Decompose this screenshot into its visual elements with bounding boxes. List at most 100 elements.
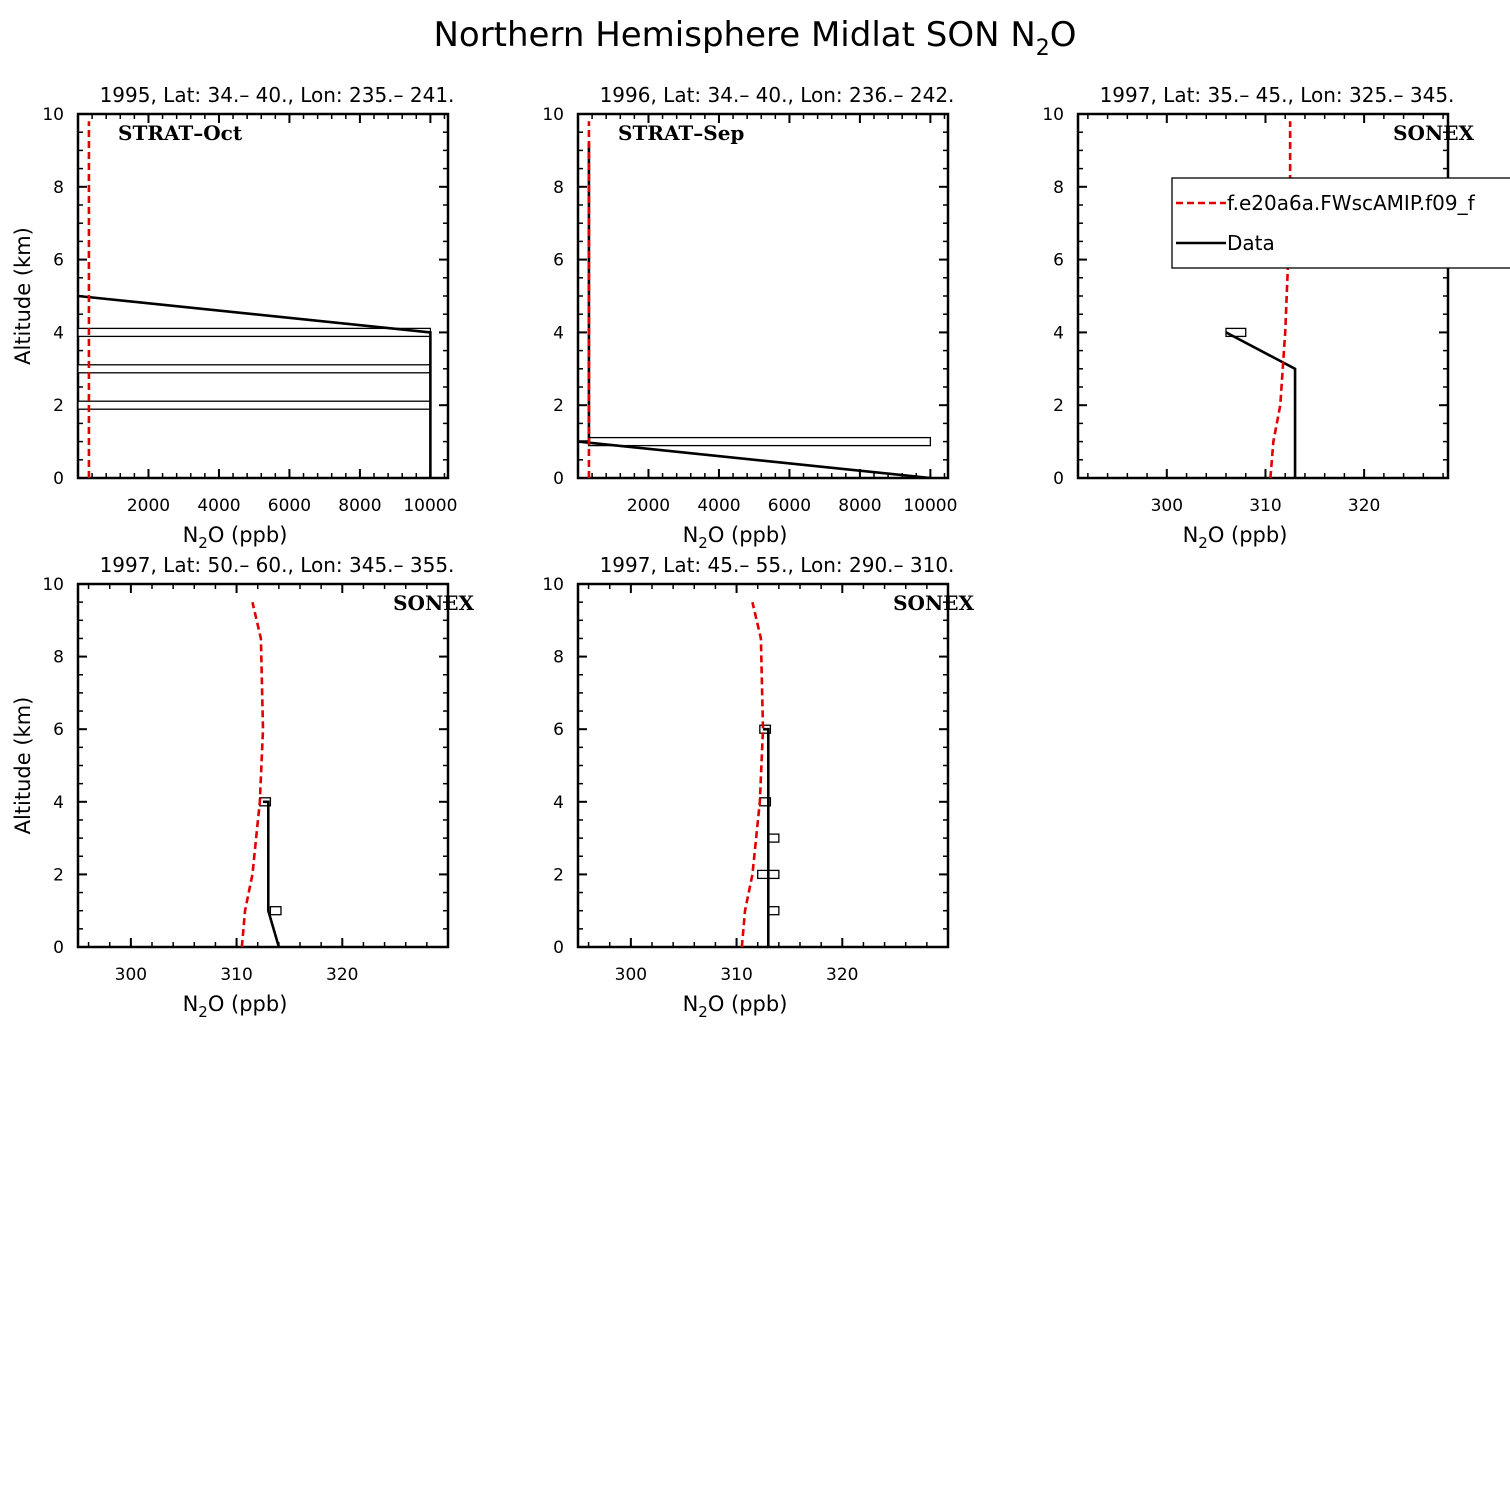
legend: f.e20a6a.FWscAMIP.f09_f Data (1171, 177, 1510, 269)
figure-title-subscript: 2 (1036, 36, 1050, 61)
x-tick-label: 310 (720, 965, 752, 985)
y-tick-label: 0 (553, 938, 564, 958)
y-tick-label: 8 (553, 648, 564, 668)
panel-annotation: STRAT–Oct (118, 121, 243, 145)
panel-title: 1997, Lat: 45.– 55., Lon: 290.– 310. (600, 553, 955, 577)
y-tick-label: 8 (53, 178, 64, 198)
panel-annotation: SONEX (1393, 121, 1474, 145)
figure-title-main: Northern Hemisphere Midlat SON N (433, 15, 1035, 55)
y-axis-label: Altitude (km) (11, 227, 35, 365)
x-tick-label: 10000 (403, 496, 457, 516)
x-axis-label-part: O (ppb) (1208, 523, 1288, 547)
x-tick-label: 8000 (838, 496, 881, 516)
data-box (767, 833, 780, 843)
panel-annotation: SONEX (393, 591, 474, 615)
x-axis-label-subscript: 2 (198, 1003, 208, 1021)
panel-annotation: STRAT–Sep (618, 121, 744, 145)
data-box (78, 400, 432, 410)
x-tick-label: 10000 (903, 496, 957, 516)
data-box (587, 436, 932, 447)
y-tick-label: 10 (42, 575, 64, 595)
y-tick-label: 2 (53, 865, 64, 885)
y-tick-label: 0 (1053, 469, 1064, 489)
x-axis-label-part: N (683, 992, 699, 1016)
y-axis-label: Altitude (km) (11, 697, 35, 835)
x-axis-label-part: N (183, 992, 199, 1016)
panel-5: 0 2 4 6 8 10 300 310 320 1997, Lat: 45.– 55., Lon… (542, 553, 974, 1021)
x-axis-label-part: N (1183, 523, 1199, 547)
data-box (269, 906, 282, 916)
data-line (78, 294, 432, 478)
x-axis-label-part: O (ppb) (708, 992, 788, 1016)
x-tick-label: 310 (1249, 496, 1281, 516)
y-tick-label: 6 (553, 720, 564, 740)
x-tick-label: 6000 (768, 496, 811, 516)
y-tick-label: 4 (553, 323, 564, 343)
x-axis-label: N2O (ppb) (1183, 523, 1288, 552)
plot-area (740, 601, 780, 947)
data-box (78, 327, 432, 338)
x-tick-label: 2000 (627, 496, 670, 516)
figure-title-tail: O (1050, 15, 1077, 55)
x-axis-label-part: O (ppb) (208, 523, 288, 547)
plot-area (240, 601, 282, 947)
plot-area (78, 121, 432, 478)
panel-1: 0 2 4 6 8 10 2000 4000 6000 8000 10000 1995, Lat: 3… (11, 83, 457, 552)
y-tick-label: 4 (553, 793, 564, 813)
data-box (767, 906, 780, 916)
y-tick-label: 2 (553, 396, 564, 416)
y-tick-label: 8 (553, 178, 564, 198)
x-axis-label-part: N (683, 523, 699, 547)
x-tick-label: 320 (326, 965, 358, 985)
x-tick-label: 300 (615, 965, 647, 985)
data-line (763, 727, 770, 947)
y-tick-label: 10 (1042, 105, 1064, 125)
model-line (240, 601, 265, 947)
data-line (1225, 331, 1297, 478)
y-tick-label: 2 (553, 865, 564, 885)
x-tick-label: 300 (1151, 496, 1183, 516)
panel-3: 0 2 4 6 8 10 300 310 320 1997, Lat: 35.– 45., Lon… (1042, 83, 1510, 552)
x-tick-label: 320 (826, 965, 858, 985)
legend-data-label: Data (1227, 231, 1275, 255)
panel-title: 1996, Lat: 34.– 40., Lon: 236.– 242. (600, 83, 955, 107)
y-tick-label: 6 (1053, 251, 1064, 271)
legend-box (1171, 177, 1510, 269)
y-tick-label: 6 (553, 251, 564, 271)
x-axis-label-subscript: 2 (1198, 534, 1208, 552)
x-axis-label: N2O (ppb) (683, 992, 788, 1021)
figure-title: Northern Hemisphere Midlat SON N2O (433, 15, 1076, 61)
x-tick-label: 2000 (127, 496, 170, 516)
panel-title: 1997, Lat: 35.– 45., Lon: 325.– 345. (1100, 83, 1455, 107)
y-tick-label: 8 (1053, 178, 1064, 198)
x-axis-label: N2O (ppb) (183, 523, 288, 552)
x-axis-label-subscript: 2 (698, 1003, 708, 1021)
y-tick-label: 2 (1053, 396, 1064, 416)
x-tick-label: 310 (220, 965, 252, 985)
x-axis-label: N2O (ppb) (683, 523, 788, 552)
x-axis-label-subscript: 2 (198, 534, 208, 552)
data-box (78, 364, 432, 374)
y-tick-label: 4 (1053, 323, 1064, 343)
y-tick-label: 10 (42, 105, 64, 125)
y-tick-label: 6 (53, 251, 64, 271)
x-tick-label: 4000 (697, 496, 740, 516)
y-tick-label: 0 (53, 469, 64, 489)
panel-title: 1995, Lat: 34.– 40., Lon: 235.– 241. (100, 83, 455, 107)
x-axis-label-part: O (ppb) (208, 992, 288, 1016)
legend-model-label: f.e20a6a.FWscAMIP.f09_f (1227, 191, 1476, 215)
y-tick-label: 0 (553, 469, 564, 489)
x-tick-label: 8000 (338, 496, 381, 516)
panel-title: 1997, Lat: 50.– 60., Lon: 345.– 355. (100, 553, 455, 577)
y-tick-label: 2 (53, 396, 64, 416)
x-axis-label-subscript: 2 (698, 534, 708, 552)
x-tick-label: 4000 (197, 496, 240, 516)
x-tick-label: 300 (115, 965, 147, 985)
plot-area (578, 121, 932, 478)
y-tick-label: 6 (53, 720, 64, 740)
data-line (263, 800, 281, 947)
y-tick-label: 0 (53, 938, 64, 958)
panel-2: 0 2 4 6 8 10 2000 4000 6000 8000 10000 1996, Lat: 3… (542, 83, 957, 552)
